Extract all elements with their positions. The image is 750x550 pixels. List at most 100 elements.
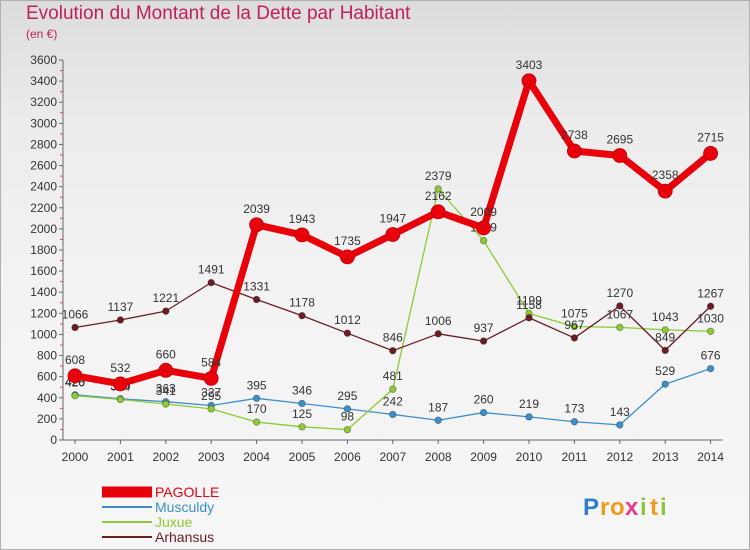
data-point: [389, 385, 397, 393]
y-tick-label: 3000: [30, 116, 57, 130]
x-tick-label: 2006: [334, 450, 361, 464]
data-point: [113, 376, 128, 392]
y-tick-label: 1400: [30, 285, 57, 299]
data-point: [71, 391, 79, 400]
data-label: 187: [428, 400, 448, 414]
data-label: 1221: [152, 291, 179, 305]
data-point: [162, 307, 170, 315]
data-label: 846: [383, 331, 403, 345]
x-tick-label: 2005: [289, 450, 316, 464]
x-tick-label: 2014: [697, 450, 724, 464]
data-label: 1066: [62, 307, 89, 321]
data-label: 1199: [516, 293, 542, 307]
y-tick-label: 2000: [30, 222, 57, 236]
logo-letter: x: [625, 494, 639, 521]
data-label: 295: [337, 389, 357, 403]
data-point: [570, 418, 579, 426]
data-label: 98: [341, 410, 355, 424]
data-point: [612, 148, 628, 163]
data-point: [616, 302, 624, 310]
legend-label: PAGOLLE: [155, 484, 219, 500]
y-tick-label: 3200: [30, 95, 57, 109]
x-tick-label: 2001: [107, 450, 134, 464]
x-tick-label: 2008: [425, 450, 452, 464]
y-tick-label: 2600: [30, 159, 57, 173]
chart-title: Evolution du Montant de la Dette par Hab…: [26, 3, 411, 24]
data-label: 1947: [379, 211, 406, 225]
data-point: [249, 217, 265, 233]
data-label: 1735: [334, 234, 361, 248]
logo-letter: i: [640, 494, 647, 521]
data-point: [116, 316, 125, 324]
data-label: 1178: [289, 296, 315, 310]
data-point: [703, 146, 718, 161]
logo-letter: r: [600, 494, 609, 521]
data-point: [162, 400, 170, 408]
data-point: [476, 220, 492, 236]
data-label: 143: [610, 405, 630, 419]
data-label: 346: [292, 383, 312, 397]
data-point: [298, 311, 306, 320]
data-label: 849: [655, 330, 675, 344]
y-tick-label: 800: [37, 349, 57, 363]
data-point: [252, 394, 261, 403]
data-label: 1158: [516, 298, 542, 312]
data-point: [570, 322, 579, 331]
data-label: 1137: [107, 300, 133, 314]
data-point: [657, 183, 673, 199]
data-label: 2695: [606, 133, 633, 147]
data-point: [521, 73, 537, 89]
data-point: [343, 405, 352, 413]
data-point: [661, 380, 669, 388]
data-label: 676: [701, 349, 721, 363]
y-tick-label: 200: [37, 412, 57, 426]
data-point: [207, 278, 215, 287]
data-label: 1075: [561, 307, 588, 321]
data-label: 2379: [425, 169, 452, 183]
data-point: [158, 362, 174, 378]
data-label: 937: [474, 321, 494, 335]
logo-letter: P: [583, 494, 599, 521]
x-tick-label: 2002: [152, 450, 179, 464]
data-point: [389, 347, 397, 355]
y-tick-label: 0: [50, 433, 57, 447]
data-point: [207, 405, 215, 413]
data-point: [252, 418, 261, 426]
data-label: 395: [247, 378, 267, 392]
x-tick-label: 2004: [243, 450, 270, 464]
data-label: 3403: [516, 58, 543, 72]
data-label: 341: [156, 384, 176, 398]
y-tick-label: 2200: [30, 201, 57, 215]
data-label: 481: [383, 369, 403, 383]
data-point: [434, 330, 442, 338]
data-point: [203, 370, 219, 386]
x-tick-label: 2003: [198, 450, 225, 464]
data-point: [343, 425, 352, 434]
data-point: [479, 236, 488, 245]
data-label: 2039: [243, 202, 270, 216]
legend-label: Musculdy: [155, 499, 214, 515]
y-tick-label: 1000: [30, 327, 57, 341]
y-tick-label: 400: [37, 391, 57, 405]
data-point: [661, 346, 669, 355]
data-label: 608: [65, 353, 85, 367]
data-label: 1491: [198, 263, 225, 277]
data-point: [343, 329, 352, 337]
data-point: [71, 323, 79, 332]
legend-label: Juxue: [155, 514, 193, 530]
data-point: [525, 413, 533, 421]
data-label: 1012: [334, 313, 361, 327]
data-point: [479, 408, 488, 417]
legend-label: Arhansus: [155, 529, 214, 545]
data-label: 1270: [606, 286, 633, 300]
data-point: [434, 185, 442, 193]
logo-letter: i: [660, 494, 667, 521]
data-label: 2009: [470, 205, 497, 219]
data-label: 173: [564, 402, 584, 416]
data-point: [67, 368, 83, 384]
data-label: 219: [519, 397, 539, 411]
data-point: [339, 249, 355, 265]
data-label: 660: [156, 347, 176, 361]
data-label: 1267: [697, 286, 724, 300]
